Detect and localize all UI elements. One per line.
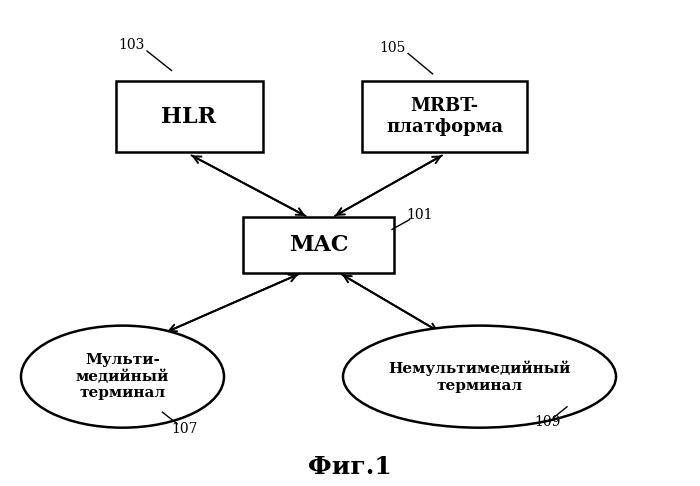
Text: 105: 105 — [379, 41, 405, 54]
Text: MAC: MAC — [288, 234, 349, 257]
Text: Фиг.1: Фиг.1 — [308, 454, 392, 479]
FancyBboxPatch shape — [116, 81, 262, 152]
FancyBboxPatch shape — [244, 218, 393, 273]
Text: 103: 103 — [118, 38, 145, 52]
FancyBboxPatch shape — [363, 81, 526, 152]
Text: Немультимедийный
терминал: Немультимедийный терминал — [389, 361, 570, 393]
Text: Мульти-
медийный
терминал: Мульти- медийный терминал — [76, 353, 169, 400]
Text: 107: 107 — [171, 422, 197, 435]
Ellipse shape — [21, 326, 224, 428]
Text: HLR: HLR — [162, 105, 216, 128]
Text: 101: 101 — [407, 208, 433, 222]
Text: MRBT-
платформа: MRBT- платформа — [386, 97, 503, 136]
Text: 109: 109 — [534, 415, 561, 429]
Ellipse shape — [343, 326, 616, 428]
